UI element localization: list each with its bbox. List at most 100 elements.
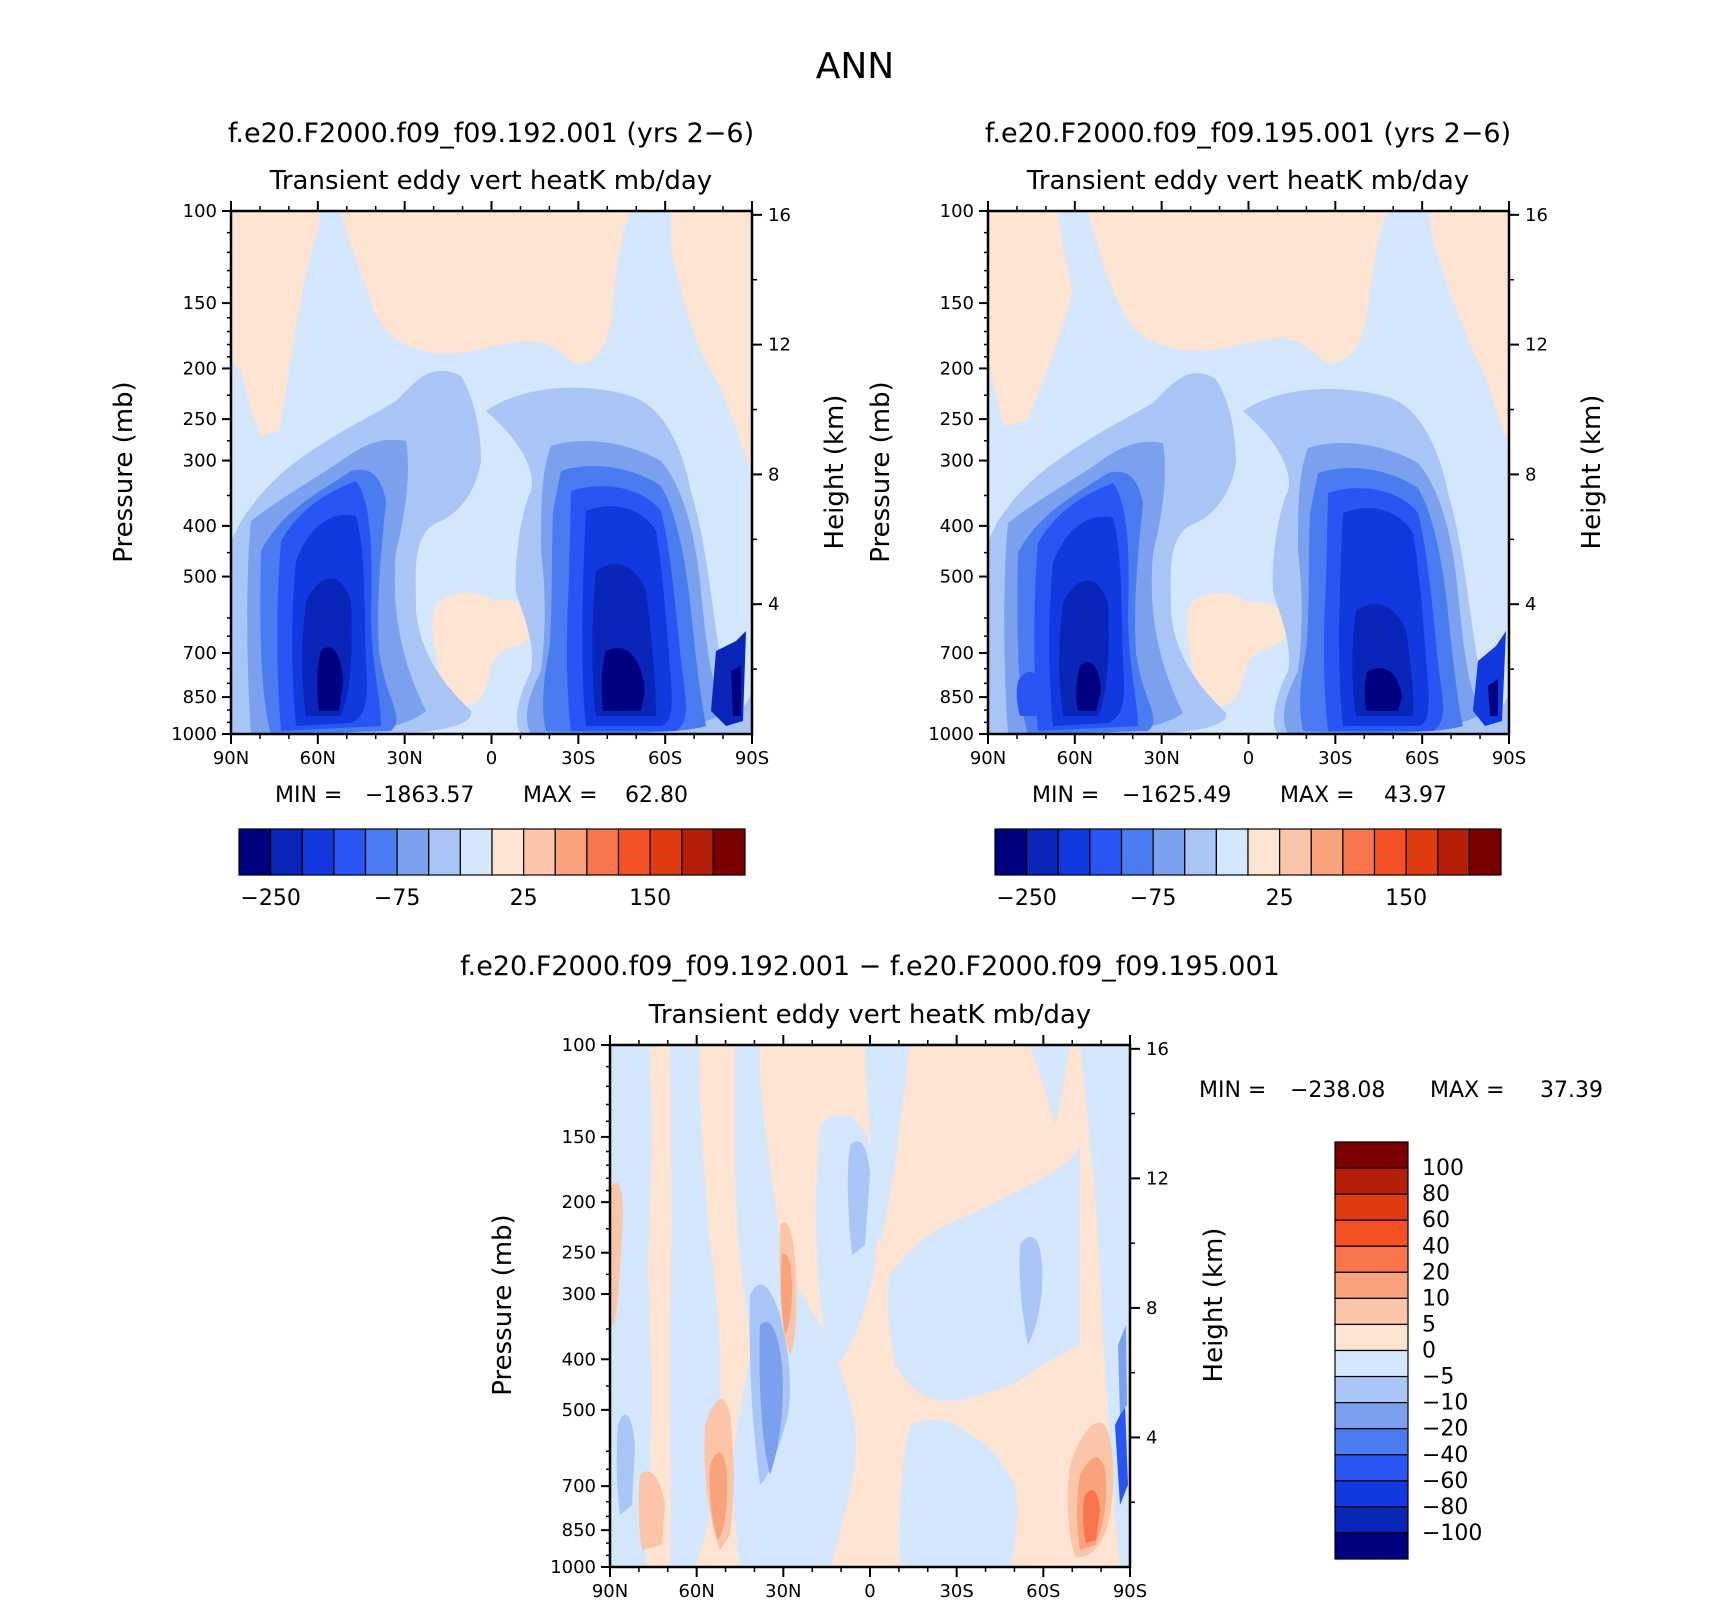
x-tick-label: 60S: [648, 748, 682, 769]
colorbar-label: 100: [1422, 1156, 1464, 1181]
y-tick-label: 200: [562, 1192, 596, 1213]
min-label: MIN =: [1199, 1078, 1266, 1103]
x-tick-label: 90N: [970, 748, 1006, 769]
panel-case1-stats: MIN = −1863.57 MAX = 62.80: [275, 783, 688, 808]
colorbar-swatch: [1334, 1193, 1409, 1221]
contour-negative-region: [1364, 668, 1402, 711]
colorbar-swatch: [1468, 828, 1502, 876]
panel-diff-stats: MIN = −238.08 MAX = 37.39: [1199, 1078, 1603, 1103]
x-tick-label: 60S: [1405, 748, 1439, 769]
colorbar-swatch: [1334, 1167, 1409, 1195]
panel-case1-ylabel: Pressure (mb): [109, 381, 139, 562]
colorbar-swatch: [1310, 828, 1344, 876]
y-tick-label: 500: [562, 1400, 596, 1421]
colorbar-swatch: [617, 828, 651, 876]
y-tick-label: 300: [562, 1284, 596, 1305]
max-label: MAX =: [523, 783, 598, 808]
panel-diff-ylabel-right: Height (km): [1199, 1228, 1229, 1383]
contour-positive-region: [638, 1471, 665, 1550]
panel-case1-colorbar: −250 −75 25 150: [238, 828, 746, 911]
y-tick-label: 700: [562, 1476, 596, 1497]
colorbar-swatch: [301, 828, 335, 876]
colorbar-swatch: [1334, 1141, 1409, 1169]
contour-positive-region: [231, 211, 321, 436]
height-tick-label: 8: [768, 464, 779, 485]
colorbar-swatch: [1334, 1323, 1409, 1352]
colorbar-swatch: [712, 828, 746, 876]
contour-positive-region: [1088, 211, 1388, 364]
colorbar-swatch: [1184, 828, 1217, 876]
max-value: 37.39: [1540, 1078, 1603, 1103]
panel-diff-title: f.e20.F2000.f09_f09.192.001 − f.e20.F200…: [460, 951, 1280, 982]
colorbar-label: −100: [1422, 1521, 1482, 1546]
colorbar-swatch: [333, 828, 367, 876]
height-tick-label: 8: [1146, 1298, 1157, 1319]
contour-positive-region: [1428, 211, 1509, 441]
y-tick-label: 400: [940, 516, 974, 537]
colorbar-swatch: [1334, 1532, 1409, 1560]
contour-field: [231, 211, 752, 734]
x-tick-label: 30S: [1318, 748, 1352, 769]
panel-case1: f.e20.F2000.f09_f09.192.001 (yrs 2−6) Tr…: [109, 118, 850, 911]
colorbar-swatch: [1279, 828, 1312, 876]
contour-positive-region: [1082, 1490, 1100, 1543]
colorbar-label: −60: [1422, 1469, 1468, 1494]
y-tick-label: 100: [562, 1035, 596, 1056]
colorbar-label: −20: [1422, 1417, 1468, 1442]
contour-field: [610, 1045, 1130, 1567]
contour-negative-region: [1019, 1236, 1043, 1345]
colorbar-label: −75: [1130, 886, 1176, 911]
colorbar-swatch: [1334, 1402, 1409, 1430]
colorbar-label: −250: [996, 886, 1056, 911]
colorbar-label: −250: [240, 886, 300, 911]
x-tick-label: 0: [486, 748, 497, 769]
contour-positive-region: [671, 211, 752, 471]
colorbar-swatch: [1334, 1271, 1409, 1299]
height-tick-label: 16: [1525, 205, 1548, 226]
contour-positive-region: [1187, 593, 1289, 706]
y-tick-label: 500: [940, 567, 974, 588]
x-tick-label: 60N: [300, 748, 336, 769]
panel-diff-axes: 100 150 200 250 300 400 500 700 850 1000 16 12 8 4 90N…: [550, 1035, 1169, 1601]
colorbar-label: −5: [1422, 1365, 1454, 1390]
colorbar-swatch: [1334, 1454, 1409, 1482]
x-tick-label: 30S: [939, 1581, 973, 1601]
x-tick-label: 90N: [213, 748, 249, 769]
y-tick-label: 300: [183, 451, 217, 472]
x-tick-label: 90N: [592, 1581, 628, 1601]
y-tick-label: 300: [940, 451, 974, 472]
height-tick-label: 12: [1525, 335, 1548, 356]
colorbar-swatch: [1373, 828, 1407, 876]
contour-negative-region: [1016, 671, 1040, 716]
panel-case2-subtitle: Transient eddy vert heatK mb/day: [1026, 166, 1469, 196]
height-tick-label: 12: [768, 335, 791, 356]
colorbar-label: 80: [1422, 1182, 1450, 1207]
colorbar-label: 0: [1422, 1339, 1436, 1364]
colorbar-label: −10: [1422, 1391, 1468, 1416]
max-label: MAX =: [1280, 783, 1355, 808]
y-tick-label: 700: [183, 643, 217, 664]
colorbar-label: 150: [629, 886, 671, 911]
contour-positive-region: [988, 211, 1073, 426]
colorbar-swatch: [1334, 1297, 1409, 1326]
contour-field: [988, 211, 1509, 734]
contour-negative-region: [847, 1141, 870, 1255]
y-tick-label: 200: [940, 358, 974, 379]
y-tick-label: 150: [562, 1127, 596, 1148]
colorbar-swatch: [428, 828, 461, 876]
x-tick-label: 90S: [735, 748, 769, 769]
colorbar-swatch: [1334, 1349, 1409, 1378]
x-tick-label: 60N: [1057, 748, 1093, 769]
panel-case1-axes: 100 150 200 250 300 400 500 700 850 1000 16 12 8 4 90N…: [171, 201, 791, 769]
panel-case1-subtitle: Transient eddy vert heatK mb/day: [269, 166, 712, 196]
panel-case2-ylabel-right: Height (km): [1577, 395, 1607, 550]
height-tick-label: 12: [1146, 1168, 1169, 1189]
colorbar-swatch: [270, 828, 303, 876]
panel-case2-title: f.e20.F2000.f09_f09.195.001 (yrs 2−6): [985, 118, 1511, 149]
x-tick-label: 0: [864, 1581, 875, 1601]
y-tick-label: 150: [940, 293, 974, 314]
panel-case2-plot: [988, 211, 1509, 734]
y-tick-label: 100: [183, 201, 217, 222]
colorbar-swatch: [1342, 828, 1376, 876]
